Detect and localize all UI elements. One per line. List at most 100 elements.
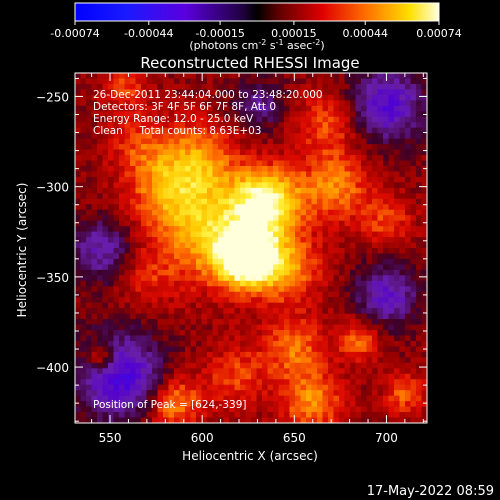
heatmap-cell xyxy=(311,133,318,140)
heatmap-cell xyxy=(102,215,109,222)
heatmap-cell xyxy=(190,122,197,129)
heatmap-cell xyxy=(223,73,230,80)
heatmap-cell xyxy=(141,297,148,304)
heatmap-cell xyxy=(179,171,186,178)
heatmap-cell xyxy=(168,226,175,233)
heatmap-cell xyxy=(300,308,307,315)
heatmap-cell xyxy=(91,280,98,287)
heatmap-cell xyxy=(355,412,362,419)
heatmap-cell xyxy=(223,302,230,309)
heatmap-cell xyxy=(113,171,120,178)
heatmap-cell xyxy=(207,226,214,233)
heatmap-cell xyxy=(97,116,104,123)
heatmap-cell xyxy=(223,308,230,315)
heatmap-cell xyxy=(190,373,197,380)
heatmap-cell xyxy=(256,368,263,375)
heatmap-cell xyxy=(267,116,274,123)
heatmap-cell xyxy=(75,94,82,101)
heatmap-cell xyxy=(388,73,395,80)
heatmap-cell xyxy=(300,269,307,276)
heatmap-cell xyxy=(190,390,197,397)
heatmap-cell xyxy=(141,78,148,85)
heatmap-cell xyxy=(168,138,175,145)
heatmap-cell xyxy=(394,100,401,107)
heatmap-cell xyxy=(366,319,373,326)
heatmap-cell xyxy=(223,340,230,348)
heatmap-cell xyxy=(75,368,82,375)
heatmap-cell xyxy=(91,237,98,244)
heatmap-cell xyxy=(311,258,318,266)
heatmap-cell xyxy=(377,324,384,331)
heatmap-cell xyxy=(245,346,252,353)
heatmap-cell xyxy=(344,176,351,183)
heatmap-cell xyxy=(350,384,357,391)
heatmap-cell xyxy=(234,417,241,423)
heatmap-cell xyxy=(372,253,379,260)
heatmap-cell xyxy=(278,395,285,402)
heatmap-cell xyxy=(267,319,274,326)
heatmap-cell xyxy=(322,165,329,173)
heatmap-cell xyxy=(394,379,401,386)
heatmap-cell xyxy=(97,280,104,287)
heatmap-cell xyxy=(141,149,148,156)
heatmap-cell xyxy=(289,351,296,358)
heatmap-cell xyxy=(141,264,148,271)
heatmap-cell xyxy=(157,335,164,342)
heatmap-cell xyxy=(229,231,236,238)
heatmap-cell xyxy=(218,133,225,140)
heatmap-cell xyxy=(328,94,335,101)
heatmap-cell xyxy=(185,78,192,85)
heatmap-cell xyxy=(344,264,351,271)
heatmap-cell xyxy=(91,193,98,200)
heatmap-cell xyxy=(350,368,357,375)
heatmap-cell xyxy=(267,269,274,276)
heatmap-cell xyxy=(212,204,219,211)
heatmap-cell xyxy=(405,335,412,342)
heatmap-cell xyxy=(333,171,340,178)
heatmap-cell xyxy=(273,204,280,211)
heatmap-cell xyxy=(201,417,208,423)
heatmap-cell xyxy=(251,94,258,101)
heatmap-cell xyxy=(344,362,351,369)
heatmap-cell xyxy=(322,198,329,205)
heatmap-cell xyxy=(91,138,98,145)
heatmap-cell xyxy=(201,176,208,183)
heatmap-cell xyxy=(300,275,307,282)
heatmap-cell xyxy=(317,406,324,413)
heatmap-cell xyxy=(234,231,241,238)
heatmap-cell xyxy=(267,258,274,266)
heatmap-cell xyxy=(394,138,401,145)
heatmap-cell xyxy=(267,417,274,423)
heatmap-cell xyxy=(344,116,351,123)
heatmap-cell xyxy=(113,116,120,123)
heatmap-cell xyxy=(295,220,302,227)
heatmap-cell xyxy=(306,395,313,402)
heatmap-cell xyxy=(311,198,318,205)
heatmap-cell xyxy=(185,127,192,134)
heatmap-cell xyxy=(383,220,390,227)
heatmap-cell xyxy=(267,220,274,227)
heatmap-cell xyxy=(130,340,137,348)
heatmap-cell xyxy=(317,291,324,298)
heatmap-cell xyxy=(273,253,280,260)
heatmap-cell xyxy=(223,198,230,205)
heatmap-cell xyxy=(108,111,115,118)
heatmap-cell xyxy=(245,253,252,260)
heatmap-cell xyxy=(113,340,120,348)
heatmap-cell xyxy=(300,187,307,194)
heatmap-cell xyxy=(328,297,335,304)
heatmap-cell xyxy=(372,384,379,391)
heatmap-cell xyxy=(179,144,186,151)
heatmap-cell xyxy=(344,193,351,200)
heatmap-cell xyxy=(410,127,417,134)
heatmap-cell xyxy=(218,165,225,173)
heatmap-cell xyxy=(163,357,170,364)
heatmap-cell xyxy=(75,198,82,205)
heatmap-cell xyxy=(289,155,296,162)
heatmap-cell xyxy=(113,264,120,271)
heatmap-cell xyxy=(245,193,252,200)
heatmap-cell xyxy=(405,324,412,331)
heatmap-cell xyxy=(91,187,98,194)
heatmap-cell xyxy=(113,182,120,189)
heatmap-cell xyxy=(333,253,340,260)
